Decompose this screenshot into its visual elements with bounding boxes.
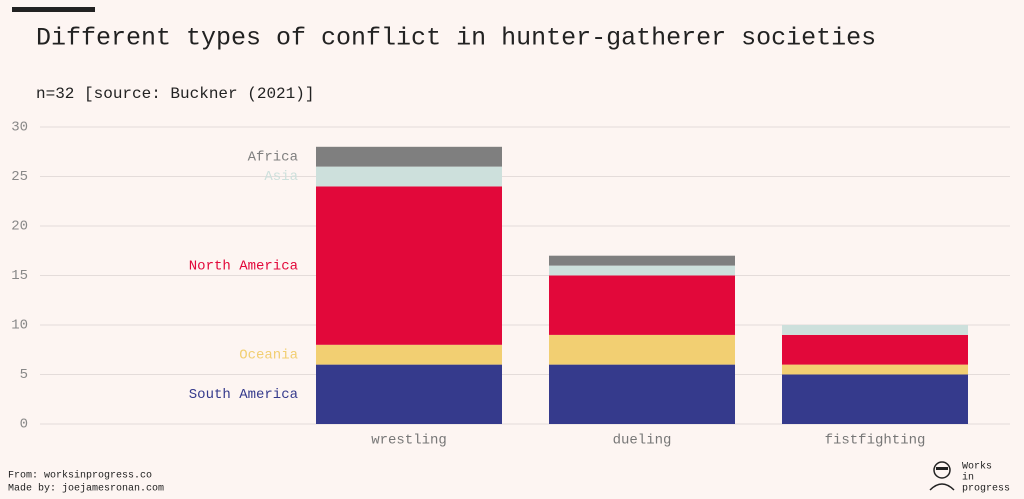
- bar-segment: [782, 364, 968, 375]
- series-label: Oceania: [239, 347, 298, 363]
- x-tick-label: fistfighting: [825, 433, 926, 449]
- y-tick-label: 10: [11, 318, 28, 334]
- accent-bar: [12, 7, 95, 12]
- series-label: Africa: [248, 149, 298, 165]
- bar-segment: [782, 374, 968, 424]
- footer-made-by: Made by: joejamesronan.com: [8, 483, 164, 495]
- bar-segment: [316, 146, 502, 167]
- bar-segment: [549, 334, 735, 365]
- bar-segment: [549, 275, 735, 335]
- bar-segment: [782, 334, 968, 365]
- logo-text: Works: [962, 461, 992, 473]
- logo-text: progress: [962, 484, 1010, 495]
- y-tick-label: 20: [11, 219, 28, 235]
- y-tick-label: 5: [20, 367, 28, 383]
- logo-text: in: [962, 472, 974, 484]
- y-tick-label: 25: [11, 169, 28, 185]
- bar-segment: [549, 364, 735, 424]
- footer-source: From: worksinprogress.co: [8, 470, 152, 482]
- chart-title: Different types of conflict in hunter-ga…: [36, 24, 876, 53]
- y-tick-label: 30: [11, 120, 28, 136]
- series-label: North America: [189, 258, 298, 274]
- y-tick-label: 0: [20, 417, 28, 433]
- bar-segment: [549, 265, 735, 276]
- bar-segment: [316, 186, 502, 345]
- series-label: South America: [189, 387, 298, 403]
- x-tick-label: dueling: [613, 433, 672, 449]
- y-tick-label: 15: [11, 268, 28, 284]
- bar-segment: [782, 325, 968, 335]
- logo-icon: [929, 461, 955, 491]
- bar-segment: [316, 364, 502, 424]
- series-label: Asia: [264, 169, 298, 185]
- x-tick-label: wrestling: [371, 433, 447, 449]
- bar-segment: [316, 166, 502, 187]
- chart-subtitle: n=32 [source: Buckner (2021)]: [36, 85, 314, 103]
- bar-segment: [549, 255, 735, 266]
- bar-segment: [316, 344, 502, 365]
